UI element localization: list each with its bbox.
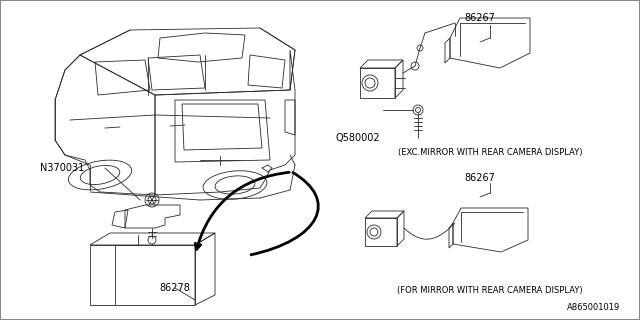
Text: 86267: 86267 — [465, 173, 495, 183]
Text: A865001019: A865001019 — [567, 303, 620, 313]
Text: 86278: 86278 — [159, 283, 191, 293]
Text: (EXC.MIRROR WITH REAR CAMERA DISPLAY): (EXC.MIRROR WITH REAR CAMERA DISPLAY) — [397, 148, 582, 156]
Text: Q580002: Q580002 — [336, 133, 380, 143]
Text: (FOR MIRROR WITH REAR CAMERA DISPLAY): (FOR MIRROR WITH REAR CAMERA DISPLAY) — [397, 285, 583, 294]
Text: N370031: N370031 — [40, 163, 84, 173]
Text: 86267: 86267 — [465, 13, 495, 23]
